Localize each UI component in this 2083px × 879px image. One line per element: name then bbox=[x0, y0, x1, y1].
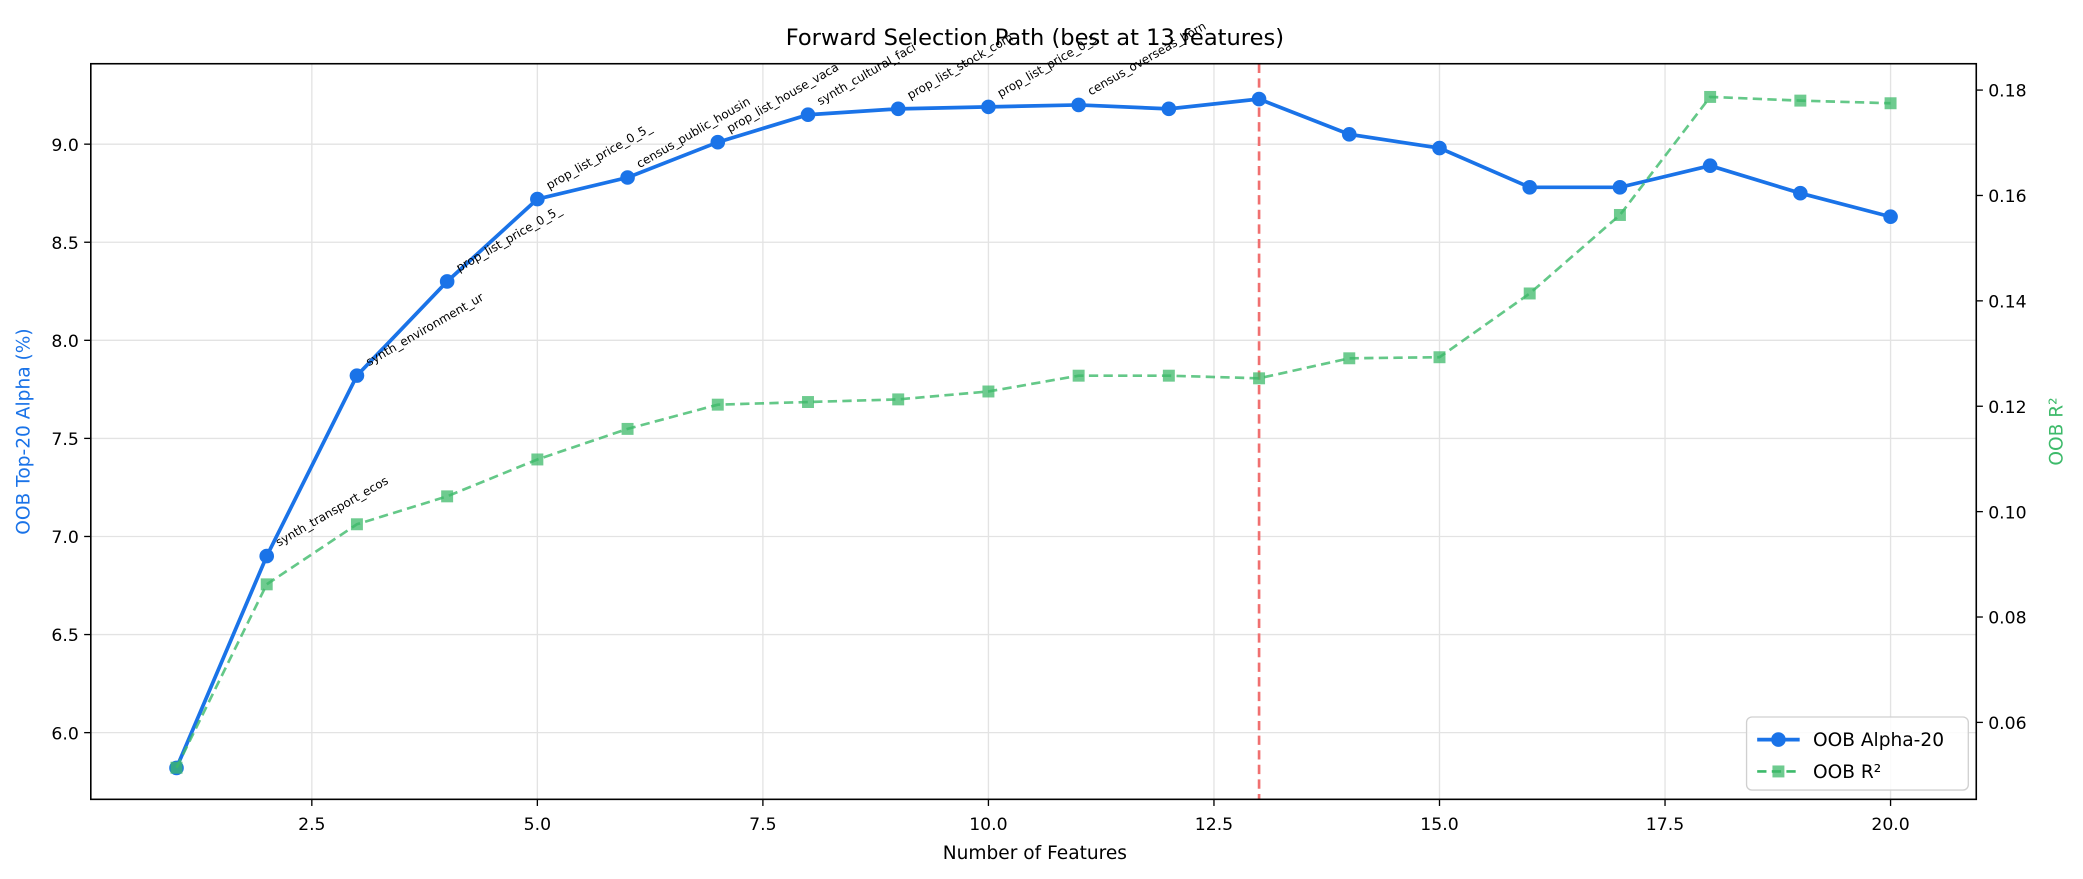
point bbox=[1162, 369, 1175, 382]
point bbox=[170, 761, 183, 774]
series-line bbox=[175, 95, 1891, 769]
y2-tick-label: 0.12 bbox=[1988, 398, 2026, 418]
point bbox=[1071, 97, 1086, 113]
point bbox=[531, 453, 544, 466]
plot-frame bbox=[90, 62, 1978, 801]
point bbox=[1522, 180, 1538, 195]
x-tick-label: 10.0 bbox=[969, 815, 1007, 835]
y2-tick-label: 0.18 bbox=[1988, 82, 2026, 102]
x-axis-label: Number of Features bbox=[943, 843, 1127, 864]
point bbox=[1072, 369, 1085, 382]
point bbox=[620, 170, 635, 185]
legend-label: OOB Alpha-20 bbox=[1813, 730, 1944, 751]
y-axis-label: OOB Top-20 Alpha (%) bbox=[14, 328, 35, 534]
point bbox=[1702, 158, 1718, 174]
y-tick-label: 7.0 bbox=[51, 528, 78, 548]
point bbox=[259, 548, 275, 564]
x-tick-label: 17.5 bbox=[1646, 815, 1684, 835]
y-tick-label: 7.5 bbox=[51, 430, 78, 450]
legend-marker bbox=[1771, 732, 1786, 747]
y-tick-label: 6.0 bbox=[51, 724, 78, 744]
point bbox=[1704, 90, 1717, 103]
annotation: prop_list_price_0_5_ bbox=[454, 202, 565, 274]
point bbox=[1884, 97, 1897, 110]
annotation: synth_environment_ur bbox=[363, 290, 486, 369]
y2-tick-label: 0.08 bbox=[1988, 609, 2026, 629]
chart-title: Forward Selection Path (best at 13 featu… bbox=[786, 25, 1284, 51]
x-tick-label: 7.5 bbox=[749, 815, 776, 835]
legend-label: OOB R² bbox=[1813, 762, 1881, 783]
point bbox=[441, 490, 454, 503]
point bbox=[890, 101, 906, 117]
point bbox=[1794, 94, 1807, 107]
point bbox=[1883, 209, 1898, 225]
y-tick-label: 6.5 bbox=[51, 626, 78, 646]
point bbox=[1253, 372, 1266, 385]
point bbox=[1793, 185, 1808, 201]
point bbox=[260, 578, 273, 591]
y-tick-label: 9.0 bbox=[51, 136, 78, 156]
point bbox=[1432, 140, 1447, 156]
point bbox=[981, 99, 996, 115]
point bbox=[1341, 127, 1357, 142]
point bbox=[1612, 180, 1628, 195]
y-tick-label: 8.5 bbox=[51, 234, 78, 254]
y2-axis-label: OOB R² bbox=[2047, 397, 2068, 465]
point bbox=[350, 518, 363, 531]
y2-tick-label: 0.16 bbox=[1988, 187, 2026, 207]
series-line bbox=[174, 97, 1892, 769]
point bbox=[710, 134, 726, 150]
x-tick-label: 15.0 bbox=[1420, 815, 1458, 835]
point bbox=[1433, 351, 1446, 364]
point bbox=[439, 274, 455, 289]
x-tick-label: 5.0 bbox=[524, 815, 551, 835]
y2-tick-label: 0.14 bbox=[1988, 292, 2026, 312]
legend: OOB Alpha-20 OOB R² bbox=[1745, 716, 1969, 791]
point bbox=[892, 393, 905, 406]
point bbox=[530, 191, 545, 207]
x-tick-label: 2.5 bbox=[298, 815, 325, 835]
point bbox=[711, 398, 724, 411]
point bbox=[1161, 101, 1177, 117]
x-tick-label: 12.5 bbox=[1195, 815, 1233, 835]
point bbox=[621, 422, 634, 435]
x-tick-label: 20.0 bbox=[1871, 815, 1909, 835]
y-tick-label: 8.0 bbox=[51, 332, 78, 352]
legend-box bbox=[1745, 716, 1969, 791]
point bbox=[349, 368, 365, 383]
point bbox=[1523, 287, 1536, 300]
point bbox=[802, 396, 814, 409]
y2-tick-label: 0.10 bbox=[1988, 503, 2026, 523]
point bbox=[800, 107, 816, 123]
point bbox=[1251, 91, 1267, 107]
point bbox=[1613, 208, 1626, 221]
point bbox=[1343, 352, 1356, 365]
y2-tick-label: 0.06 bbox=[1988, 714, 2026, 734]
legend-marker bbox=[1772, 765, 1785, 778]
point bbox=[982, 385, 995, 398]
